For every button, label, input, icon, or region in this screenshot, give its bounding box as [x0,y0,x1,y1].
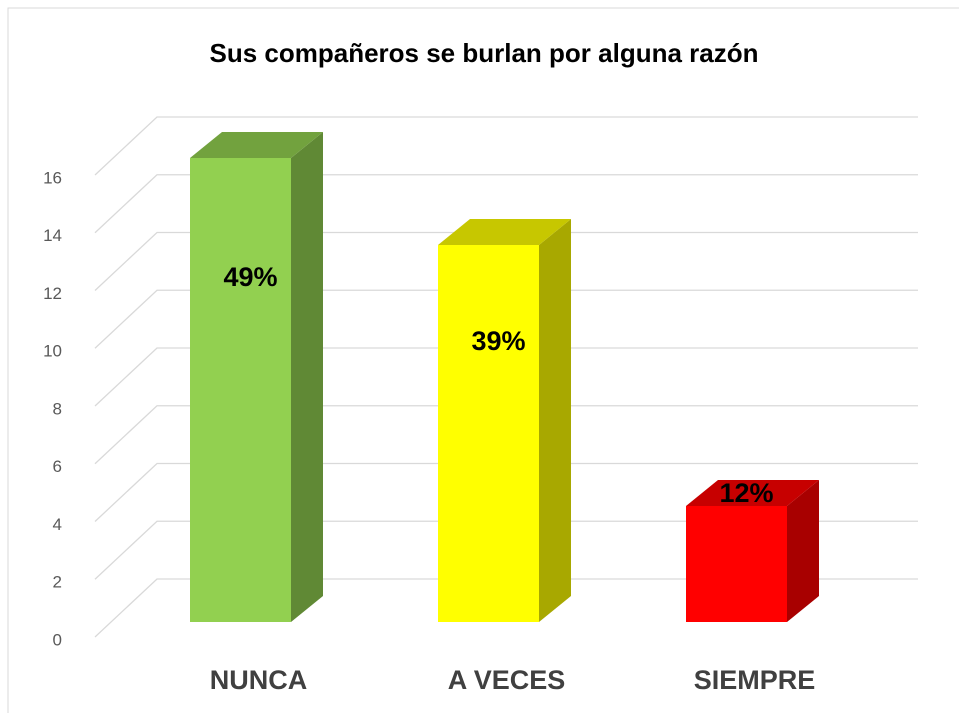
grid-line [94,231,918,291]
bar [438,245,539,622]
grid-line [94,405,918,465]
grid-line [94,289,918,349]
bar-side [539,219,571,622]
y-tick-label: 6 [53,457,62,476]
x-tick-label: SIEMPRE [694,665,816,695]
data-label: 39% [471,326,525,356]
y-tick-label: 8 [53,399,62,418]
bar [686,506,787,622]
grid-line [94,462,918,522]
bar-top [438,219,571,245]
data-label: 49% [223,262,277,292]
y-tick-label: 4 [53,515,62,534]
y-tick-label: 12 [43,284,62,303]
chart-title: Sus compañeros se burlan por alguna razó… [209,38,758,68]
grid-line [94,347,918,407]
grid-line [94,116,918,176]
y-tick-label: 2 [53,573,62,592]
x-tick-label: A VECES [448,665,566,695]
bar-side [291,132,323,622]
bar-top [686,480,819,506]
y-tick-label: 16 [43,168,62,187]
y-tick-label: 14 [43,226,62,245]
bar [190,158,291,622]
data-label: 12% [719,478,773,508]
bar-side [787,480,819,622]
y-tick-label: 0 [53,630,62,649]
y-tick-label: 10 [43,342,62,361]
grid-line [94,174,918,234]
grid-line [94,520,918,580]
x-tick-label: NUNCA [210,665,308,695]
bar-top [190,132,323,158]
grid-line [94,578,918,638]
